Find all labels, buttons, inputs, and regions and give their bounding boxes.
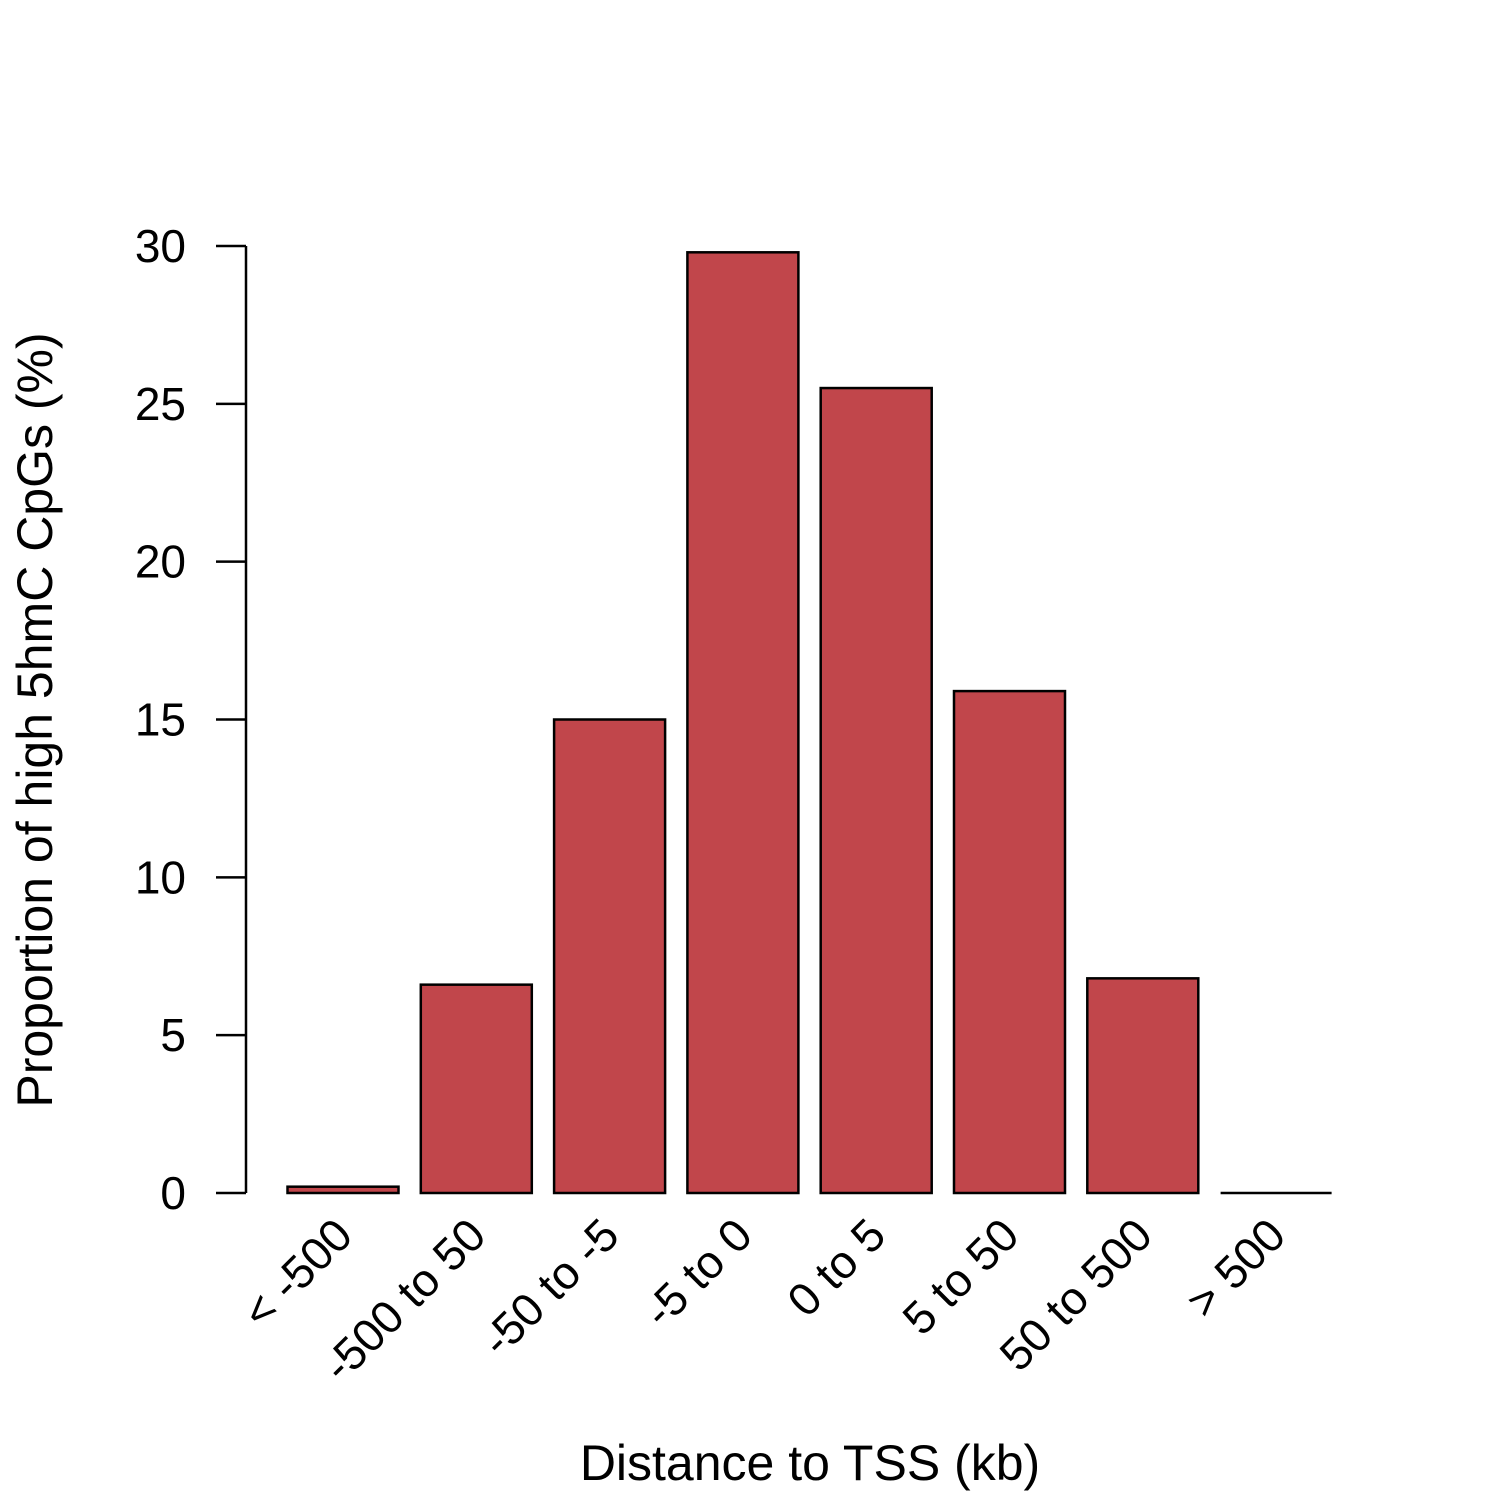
y-tick-label: 10: [135, 851, 186, 903]
x-tick-label: -50 to -5: [471, 1208, 629, 1366]
y-tick-label: 0: [160, 1167, 186, 1219]
bar: [1086, 977, 1200, 1195]
x-tick-label: -5 to 0: [633, 1208, 762, 1337]
bar: [686, 251, 800, 1195]
x-tick-label: 0 to 5: [777, 1208, 895, 1326]
bar: [819, 386, 933, 1195]
bar: [419, 983, 534, 1195]
y-axis-title: Proportion of high 5hmC CpGs (%): [7, 332, 63, 1107]
x-tick-label: < -500: [232, 1208, 362, 1338]
x-axis-title: Distance to TSS (kb): [580, 1435, 1040, 1491]
y-tick-label: 15: [135, 694, 186, 746]
y-tick-label: 5: [160, 1009, 186, 1061]
bar: [552, 718, 667, 1195]
x-tick-label: > 500: [1176, 1208, 1295, 1327]
y-axis-ticks: 0 5 10 15 20 25 30: [135, 220, 246, 1219]
y-tick-label: 25: [135, 378, 186, 430]
y-tick-label: 30: [135, 220, 186, 272]
bars: [286, 251, 1332, 1195]
bar: [952, 689, 1067, 1195]
bar: [286, 1185, 400, 1195]
y-tick-label: 20: [135, 536, 186, 588]
